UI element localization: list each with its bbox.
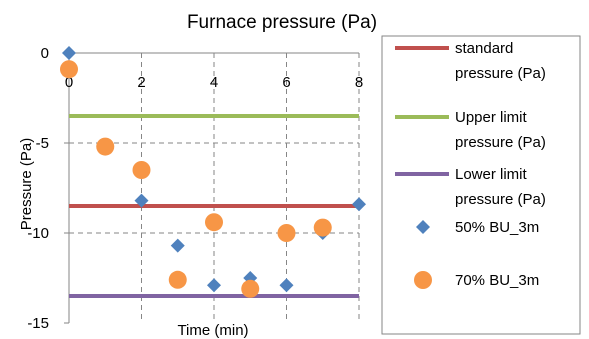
data-point-70-bu-3m <box>168 270 187 289</box>
x-tick-label: 8 <box>355 74 363 91</box>
legend-label: 50% BU_3m <box>455 219 539 236</box>
x-tick-label: 0 <box>65 74 73 91</box>
data-point-50-bu-3m <box>170 238 185 253</box>
tick-labels: 0 2 4 6 8 0 -5 -10 -15 <box>27 45 363 332</box>
data-point-70-bu-3m <box>277 224 296 242</box>
legend-label: pressure (Pa) <box>455 65 546 82</box>
data-point-70-bu-3m <box>96 137 115 156</box>
data-point-70-bu-3m <box>205 213 223 232</box>
data-point-70-bu-3m <box>241 279 260 298</box>
legend-diamond-marker <box>416 220 430 234</box>
legend-box <box>381 35 581 335</box>
legend-label: Upper limit <box>455 109 528 126</box>
data-point-70-bu-3m <box>132 161 151 179</box>
y-tick-label: -15 <box>27 315 49 332</box>
legend: standard pressure (Pa) Upper limit pressure… <box>381 35 581 335</box>
reference-lines <box>69 114 359 298</box>
grid-lines <box>69 53 360 323</box>
legend-circle-marker <box>414 271 432 289</box>
legend-label: standard <box>455 40 513 57</box>
legend-label: Lower limit <box>455 166 528 183</box>
y-axis-title: Pressure (Pa) <box>18 138 35 231</box>
legend-label: pressure (Pa) <box>455 134 546 151</box>
y-tick-label: -10 <box>27 225 49 242</box>
x-tick-label: 6 <box>282 74 290 91</box>
data-point-50-bu-3m <box>279 278 294 293</box>
chart-title: Furnace pressure (Pa) <box>187 12 377 33</box>
data-point-70-bu-3m <box>313 218 332 237</box>
data-point-50-bu-3m <box>352 197 366 212</box>
legend-label: 70% BU_3m <box>455 272 539 289</box>
data-point-50-bu-3m <box>207 278 221 293</box>
data-point-50-bu-3m <box>62 46 76 60</box>
data-series <box>60 46 366 298</box>
data-point-70-bu-3m <box>60 60 78 79</box>
data-point-50-bu-3m <box>134 193 149 208</box>
x-tick-label: 4 <box>210 74 218 91</box>
x-axis-title: Time (min) <box>177 322 248 339</box>
y-tick-label: 0 <box>41 45 49 62</box>
x-tick-label: 2 <box>137 74 145 91</box>
y-tick-label: -5 <box>36 135 49 152</box>
legend-label: pressure (Pa) <box>455 191 546 208</box>
plot-area: 0 2 4 6 8 0 -5 -10 -15 <box>27 45 366 332</box>
